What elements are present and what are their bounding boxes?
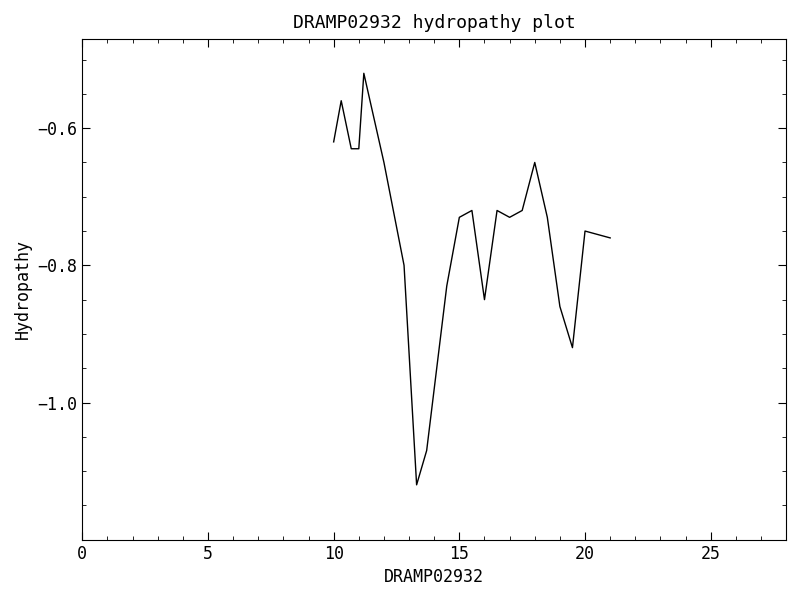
X-axis label: DRAMP02932: DRAMP02932 <box>384 568 484 586</box>
Title: DRAMP02932 hydropathy plot: DRAMP02932 hydropathy plot <box>293 14 575 32</box>
Y-axis label: Hydropathy: Hydropathy <box>14 239 32 340</box>
